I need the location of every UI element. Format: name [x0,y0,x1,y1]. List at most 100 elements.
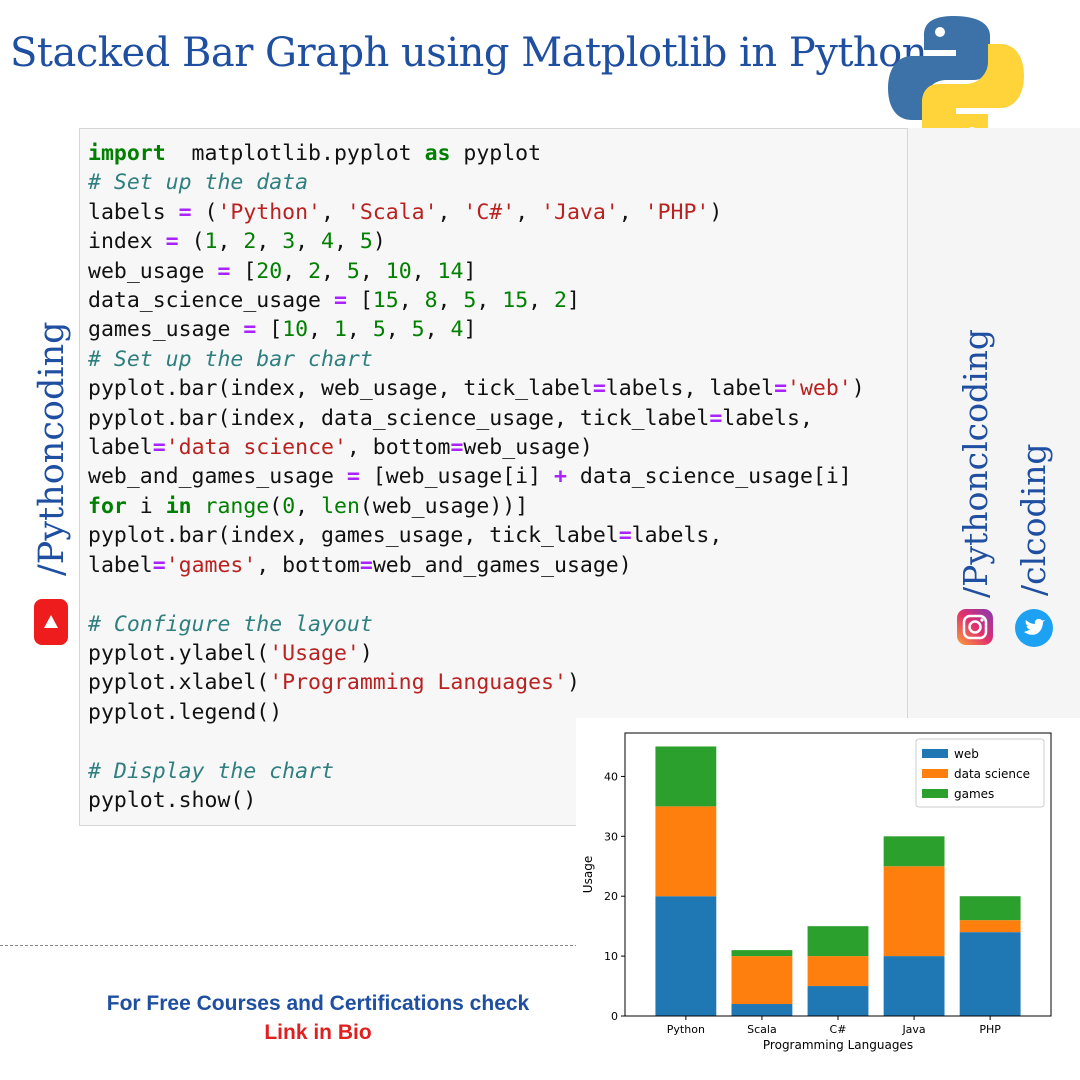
legend-swatch-games [922,789,948,798]
code-token: ] [463,317,477,343]
code-token: 'Usage' [269,640,360,666]
code-token: , [411,258,438,284]
code-token: 5 [372,317,386,343]
promo-line-2[interactable]: Link in Bio [264,1021,372,1044]
code-token: as [424,141,451,166]
right-handle-1-label: /Pythonclcoding [956,328,995,598]
code-token: 2 [308,258,322,284]
code-token: 'Python' [217,199,322,225]
code-token: [ [346,288,373,314]
legend-swatch-data-science [922,769,948,778]
code-token: 5 [346,258,360,284]
youtube-icon[interactable] [33,598,69,646]
code-token: 'Programming Languages' [269,670,567,696]
x-tick-label: Python [667,1023,705,1036]
code-token: len [321,493,360,519]
code-token: = [243,317,257,343]
code-token: = [450,435,464,461]
code-cell: import matplotlib.pyplot as pyplot # Set… [79,128,908,826]
side-panel [908,128,1080,718]
code-line: label='games', bottom=web_and_games_usag… [88,553,632,578]
code-line: pyplot.bar(index, data_science_usage, ti… [88,406,813,431]
code-token: ] [567,288,580,314]
bar-web-csharp [807,986,869,1016]
stacked-bar-chart: 0 10 20 30 40 Python Scala C# Java PHP Programming… [581,732,1052,1052]
code-token: , [295,493,322,519]
code-token: , [437,199,464,225]
code-token: 10 [385,258,412,284]
right-handle-2-label: /clcoding [1014,443,1053,596]
code-token: 'web' [787,376,852,402]
code-token: 2 [554,288,567,314]
code-token: pyplot.bar(index, web_usage, tick_label [88,376,593,402]
code-token: ( [191,199,218,225]
code-token: [ [256,317,283,343]
twitter-icon[interactable] [1014,608,1054,648]
code-token: 'Java' [541,199,619,225]
code-block: import matplotlib.pyplot as pyplot # Set… [88,139,865,815]
code-token: pyplot.bar(index, data_science_usage, ti… [88,405,710,431]
bar-data-science-java [883,866,945,957]
code-token: 8 [424,288,438,314]
bar-games-scala [731,950,793,957]
legend-label-data-science: data science [954,767,1030,781]
code-token: 4 [321,229,334,255]
code-token: , [321,258,347,284]
code-token: = [592,376,606,402]
left-handle-label: /Pythoncoding [32,321,72,576]
code-token: = [178,199,192,225]
y-axis-label: Usage [581,856,595,893]
code-token: 20 [256,258,283,284]
code-token: 3 [282,229,296,255]
code-token: + [554,464,567,490]
code-line: pyplot.bar(index, web_usage, tick_label=… [88,376,865,401]
bar-data-science-php [959,920,1021,933]
code-token: ) [709,199,723,225]
code-line: data_science_usage = [15, 8, 5, 15, 2] [88,288,580,313]
divider [0,945,578,946]
code-token: ( [178,229,205,255]
code-token: ( [269,493,283,519]
code-token: , [321,199,347,225]
instagram-icon[interactable] [956,608,994,646]
code-token: # Set up the bar chart [88,346,373,372]
code-token: , [359,258,386,284]
code-token: 10 [282,317,309,343]
code-token: 15 [372,288,399,314]
code-token: , [476,288,503,314]
code-line: # Set up the data [88,170,308,195]
code-line: pyplot.legend() [88,700,282,725]
code-token: 'Scala' [346,199,438,225]
code-token: import [88,141,166,166]
code-token: 4 [450,317,464,343]
code-token: label [88,552,153,578]
code-token: , [217,229,244,255]
code-token: = [152,552,166,578]
code-token: 'C#' [463,199,516,225]
code-line: # Configure the layout [88,612,373,637]
code-token: 5 [411,317,425,343]
chart-card: 0 10 20 30 40 Python Scala C# Java PHP Programming… [576,718,1080,1080]
code-token: , [282,258,309,284]
code-token: pyplot.show() [88,787,257,813]
bar-data-science-csharp [807,956,869,987]
y-tick-label: 0 [611,1010,618,1023]
code-token: = [333,288,347,314]
code-token: data_science_usage[i] [566,464,852,490]
y-tick-label: 30 [604,830,618,843]
code-line: pyplot.bar(index, games_usage, tick_labe… [88,523,722,548]
code-token: , [385,317,412,343]
y-tick-label: 20 [604,890,618,903]
code-token: = [152,435,166,461]
promo-line-1: For Free Courses and Certifications chec… [106,992,530,1015]
code-line: web_usage = [20, 2, 5, 10, 14] [88,259,476,284]
code-line: import matplotlib.pyplot as pyplot [88,141,541,166]
code-token: 'data science' [165,435,347,461]
code-token: , [334,229,360,255]
code-token: 'games' [165,552,257,578]
code-line: web_and_games_usage = [web_usage[i] + da… [88,464,852,489]
code-line: # Display the chart [88,759,334,784]
bar-games-python [655,746,717,807]
code-token: (web_usage))] [359,493,529,519]
code-token: ] [463,258,477,284]
